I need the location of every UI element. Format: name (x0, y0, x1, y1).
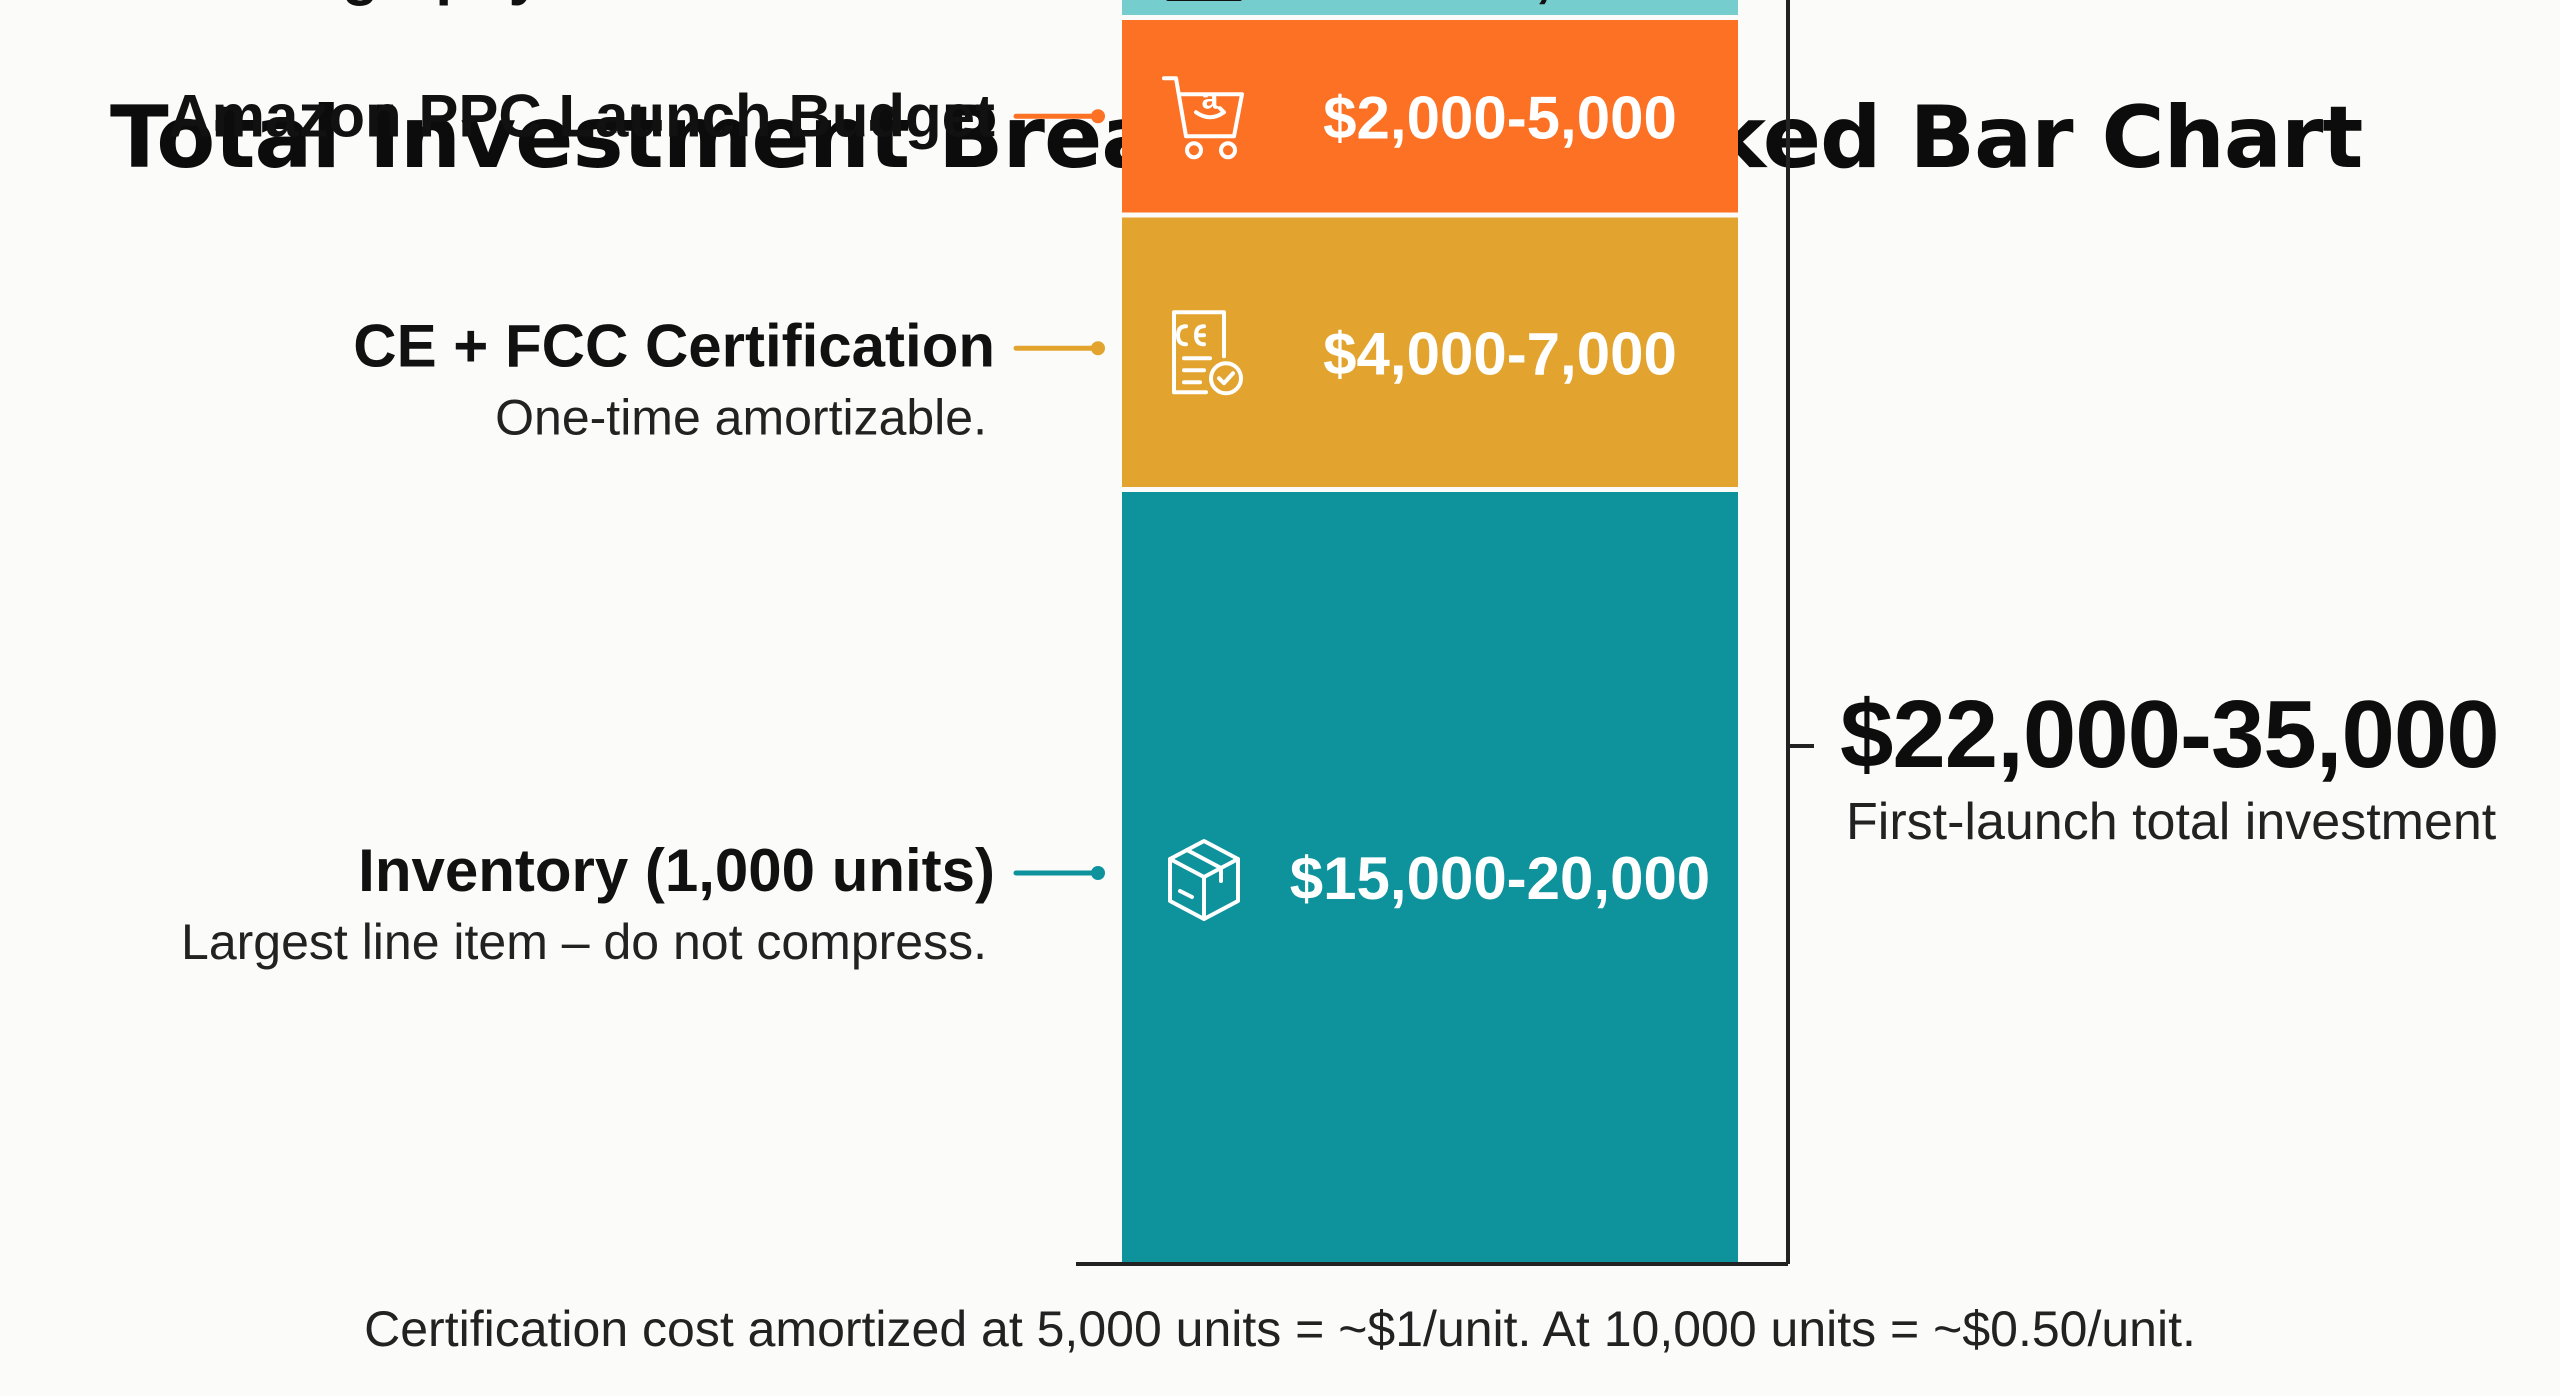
total-caption: First-launch total investment (1846, 793, 2497, 851)
total-range-value: $22,000-35,000 (1840, 681, 2500, 788)
segment-value-ce-fcc-certification: $4,000-7,000 (1323, 320, 1677, 387)
total-bracket (1786, 0, 1790, 1264)
segment-label-inventory-1-000-units: Inventory (1,000 units) (358, 837, 995, 904)
segment-value-amazon-ppc-launch-budget: $2,000-5,000 (1323, 84, 1677, 151)
segment-label-amazon-ppc-launch-budget: Amazon PPC Launch Budget (168, 82, 995, 149)
connector-dot-ce-fcc-certification (1091, 341, 1105, 356)
svg-text:a: a (1202, 82, 1219, 115)
bar-segment-photography-brand-assets (1122, 0, 1738, 15)
box-icon (1168, 839, 1240, 921)
segment-note-ce-fcc-certification: One-time amortizable. (495, 389, 987, 445)
bar-segment-inventory-1-000-units (1122, 492, 1738, 1262)
segment-value-inventory-1-000-units: $15,000-20,000 (1290, 845, 1710, 912)
segment-value-photography-brand-assets: $500-2,000 (1348, 0, 1652, 8)
footnote: Certification cost amortized at 5,000 un… (364, 1301, 2196, 1357)
segment-label-ce-fcc-certification: CE + FCC Certification (353, 312, 995, 379)
connector-dot-amazon-ppc-launch-budget (1091, 109, 1105, 124)
segment-label-photography-brand-assets: Photography + Brand Assets (172, 0, 995, 6)
connector-dot-inventory-1-000-units (1091, 866, 1105, 880)
certificate-icon (1172, 310, 1243, 396)
segment-note-inventory-1-000-units: Largest line item – do not compress. (181, 914, 987, 970)
shopping-cart-icon: a (1162, 76, 1244, 160)
bar-segment-amazon-ppc-launch-budget (1122, 20, 1738, 213)
